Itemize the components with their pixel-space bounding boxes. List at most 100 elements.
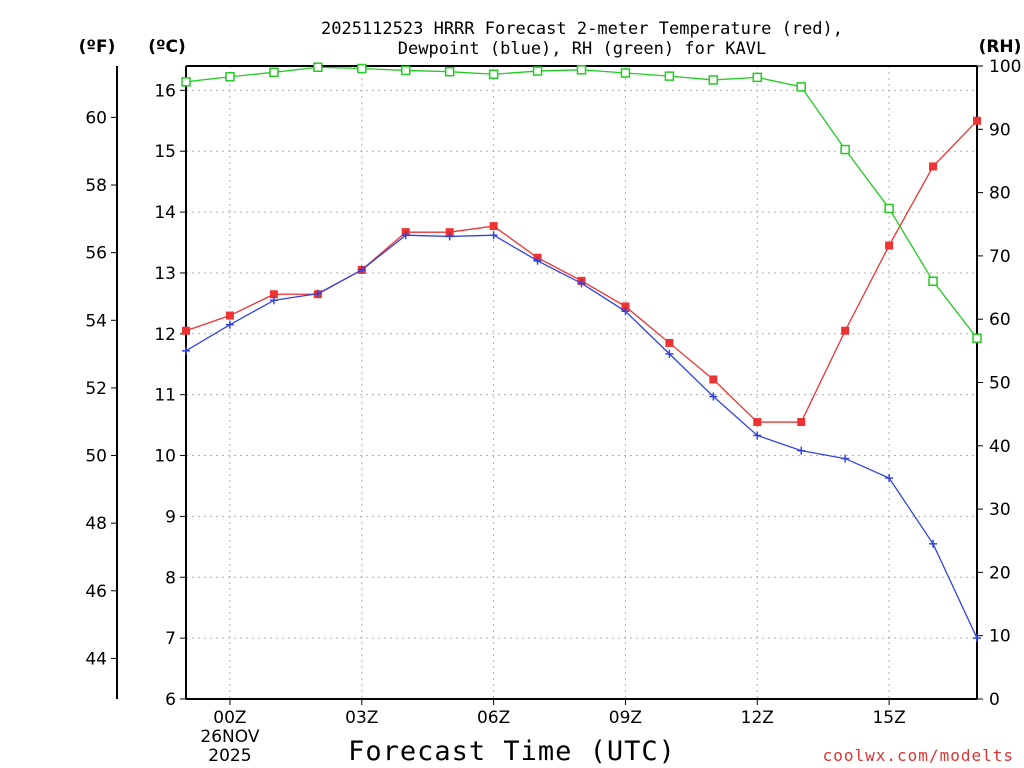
dewpoint-point [533,256,542,265]
dewpoint-point [489,231,498,240]
celsius-tick-label: 7 [165,629,176,649]
celsius-tick-label: 8 [165,568,176,588]
grid-lines [186,66,977,699]
rh-tick-label: 0 [989,690,1000,710]
rh-point [357,63,367,74]
2-meter-temperature-point [885,241,894,250]
rh-tick-label: 70 [989,247,1011,267]
data-series [181,62,982,643]
x-tick-label: 12Z [741,708,774,728]
x-tick-label: 00Z [213,708,246,728]
rh-point [928,276,938,286]
rh-tick-label: 10 [989,627,1011,647]
rh-point [796,82,806,92]
dewpoint-point [621,307,630,316]
2-meter-temperature-point [841,326,850,335]
dewpoint-point [885,474,894,483]
dewpoint-point [973,634,981,643]
credit-text: coolwx.com/modelts [823,746,1014,765]
rh-tick-label: 50 [989,374,1011,394]
fahrenheit-tick-labels: 44 46 48 50 52 54 56 58 60 [85,108,107,669]
celsius-tick-label: 14 [154,203,176,223]
dewpoint-point [313,289,322,298]
x-tick-sublabel: 26NOV [200,727,259,747]
rh-tick-label: 20 [989,563,1011,583]
chart-title-line-1: 2025112523 HRRR Forecast 2-meter Tempera… [321,19,843,39]
dewpoint-point [225,320,234,329]
rh-point [884,203,894,214]
rh-tick-label: 100 [989,57,1021,77]
dewpoint-point [577,279,586,288]
celsius-tick-label: 6 [165,690,176,710]
dewpoint-point [357,265,366,274]
rh-point [225,72,235,82]
rh-point [840,144,850,155]
axes [111,65,983,705]
dewpoint-point [665,349,674,358]
celsius-unit-label: (ºC) [148,37,186,57]
2-meter-temperature-point [973,116,981,125]
fahrenheit-tick-label: 50 [85,447,107,467]
rh-line [185,66,978,339]
2-meter-temperature-point [929,162,938,171]
rh-point [444,66,455,77]
x-tick-label: 09Z [609,708,642,728]
rh-tick-label: 30 [989,500,1011,520]
dewpoint-point [753,431,762,440]
dewpoint-point [797,446,806,455]
x-tick-label: 06Z [477,708,510,728]
rh-point [972,333,982,343]
rh-tick-label: 60 [989,310,1011,330]
dewpoint-point [269,296,278,305]
x-tick-sublabel: 2025 [208,746,251,766]
dewpoint-point [709,392,718,401]
celsius-tick-label: 12 [154,325,176,345]
dewpoint-point [445,232,454,241]
rh-point [708,75,719,85]
fahrenheit-tick-label: 56 [85,244,107,264]
rh-point [181,77,191,87]
dewpoint-point [929,539,938,548]
celsius-tick-label: 10 [154,447,176,467]
2-meter-temperature-point [621,302,630,311]
rh-unit-label: (RH) [979,37,1022,57]
fahrenheit-tick-label: 60 [85,108,107,128]
2-meter-temperature-point [269,290,278,299]
dewpoint-point [401,231,410,240]
fahrenheit-tick-label: 52 [85,379,107,399]
rh-point [532,66,543,76]
celsius-tick-label: 9 [165,507,176,527]
chart-title-line-2: Dewpoint (blue), RH (green) for KAVL [398,39,766,59]
2-meter-temperature-point [182,326,190,335]
2-meter-temperature-point [709,375,718,384]
rh-point [620,68,631,78]
2-meter-temperature-point [753,418,762,427]
celsius-tick-label: 11 [154,386,176,406]
2-meter-temperature-point [445,228,454,237]
rh-tick-label: 90 [989,120,1011,140]
rh-point [752,72,763,83]
rh-point [313,62,323,73]
rh-point [488,69,499,79]
dewpoint-point [182,346,190,355]
2-meter-temperature-point [225,311,234,320]
rh-point [576,65,587,75]
fahrenheit-tick-label: 46 [85,582,107,602]
2-meter-temperature-point [489,222,498,231]
fahrenheit-tick-label: 44 [85,649,107,669]
rh-point [664,71,675,81]
celsius-tick-label: 13 [154,264,176,284]
rh-tick-label: 80 [989,184,1011,204]
2-meter-temperature-line [185,120,978,423]
dewpoint-point [841,454,850,463]
x-tick-label: 03Z [345,708,378,728]
fahrenheit-unit-label: (ºF) [79,37,116,57]
2-meter-temperature-point [797,418,806,427]
rh-point [269,67,279,78]
rh-point [400,65,411,76]
x-tick-label: 15Z [872,708,905,728]
fahrenheit-tick-label: 58 [85,176,107,196]
celsius-tick-label: 16 [154,81,176,101]
